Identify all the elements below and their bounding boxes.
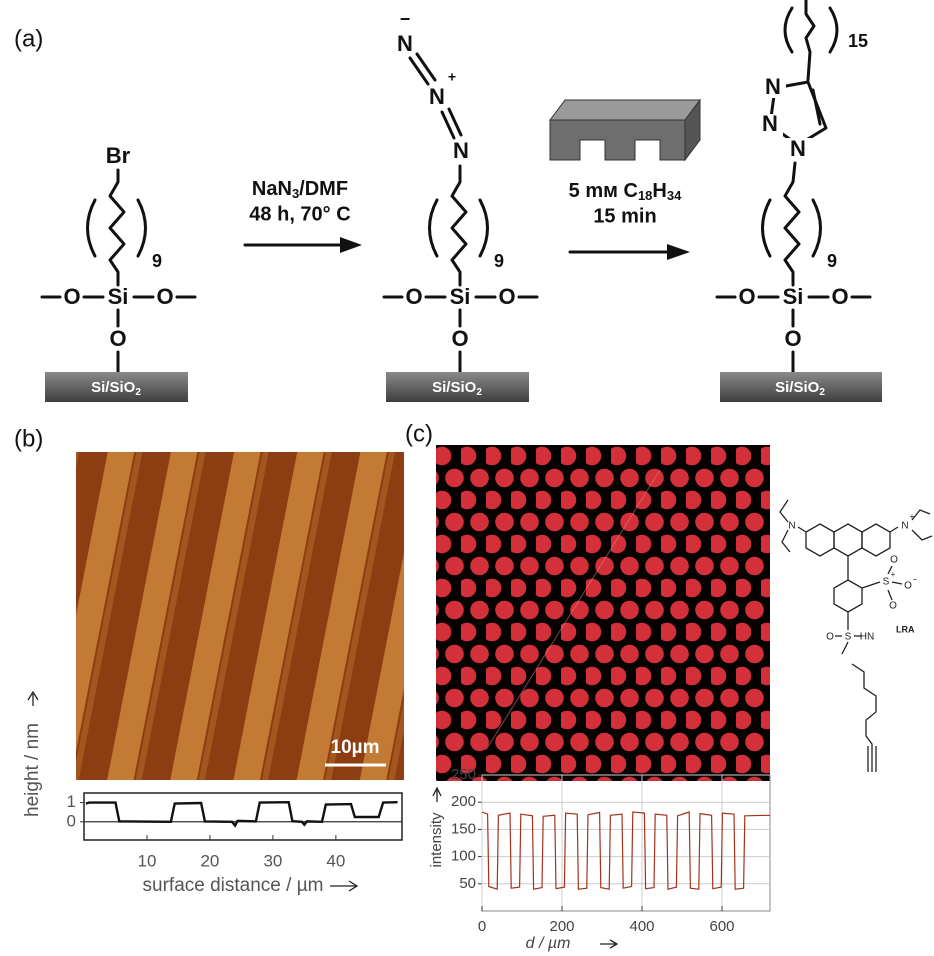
- atom: N: [397, 31, 413, 56]
- atom: O: [109, 326, 126, 351]
- figure: (a) (b) (c) Br 9 O Si O O Si/SiO2 NaN3/D…: [0, 0, 934, 956]
- x-tick-label: 600: [709, 918, 734, 935]
- dye-label: LRA: [896, 624, 915, 634]
- conditions: 48 h, 70° C: [249, 203, 350, 225]
- y-tick-label: 50: [459, 875, 476, 892]
- y-tick-label: 150: [451, 820, 476, 837]
- y-tick-label: 1: [67, 792, 76, 811]
- axis-arrow: [433, 788, 441, 802]
- charge: −: [400, 9, 411, 29]
- reagent: 5 mм C18H34: [569, 180, 682, 203]
- atom: HN: [860, 632, 874, 643]
- atom: Si: [783, 284, 804, 309]
- conditions: 15 min: [593, 205, 656, 227]
- molecule-2: N − N + N 9 O Si O O Si/SiO2: [384, 9, 537, 402]
- plot-frame: [482, 775, 770, 911]
- charge: +: [910, 512, 915, 521]
- axis-arrow: [600, 940, 617, 948]
- atom: O: [738, 284, 755, 309]
- y-axis-label: intensity: [428, 812, 445, 868]
- x-tick-label: 30: [263, 851, 282, 870]
- y-tick-label: 200: [451, 793, 476, 810]
- panel-label: (c): [405, 420, 433, 447]
- substrate-label: Si/SiO2: [91, 379, 141, 398]
- atom: O: [831, 284, 848, 309]
- afm-image: [76, 452, 404, 780]
- atom: N: [790, 136, 806, 161]
- fluorescence-image: [436, 445, 770, 781]
- atom: O: [156, 284, 173, 309]
- repeat-index: 9: [827, 251, 837, 271]
- x-tick-label: 0: [478, 918, 486, 935]
- panel-label: (b): [14, 425, 43, 452]
- intensity-profile: intensity d / µm 50 100 150 200 250 0 200 400 60…: [428, 766, 770, 952]
- repeat-index: 9: [152, 251, 162, 271]
- panel-label: (a): [14, 25, 43, 52]
- charge: +: [448, 69, 456, 85]
- y-tick-label: 250: [451, 766, 476, 783]
- x-axis-label: d / µm: [526, 935, 571, 952]
- atom: Br: [106, 143, 131, 168]
- data-line: [482, 812, 770, 889]
- x-tick-label: 40: [326, 851, 345, 870]
- atom: S: [845, 632, 852, 643]
- dye-structure: N N + S + O O − O S O HN LRA: [780, 500, 932, 772]
- x-tick-label: 200: [549, 918, 574, 935]
- charge: +: [891, 570, 896, 579]
- atom: O: [890, 555, 898, 566]
- atom: N: [765, 74, 781, 99]
- atom: O: [451, 326, 468, 351]
- atom: N: [788, 521, 795, 532]
- molecule-3: 15 N N N 9 O Si O O Si/SiO2: [717, 0, 882, 402]
- x-tick-label: 10: [138, 851, 157, 870]
- atom: N: [762, 111, 778, 136]
- atom: O: [826, 632, 834, 643]
- substrate-label: Si/SiO2: [775, 379, 825, 398]
- y-tick-label: 100: [451, 848, 476, 865]
- atom: O: [784, 326, 801, 351]
- y-axis-label: height / nm: [22, 723, 43, 817]
- axis-arrow: [28, 692, 38, 706]
- atom: N: [453, 138, 469, 163]
- reagent: NaN3/DMF: [252, 178, 348, 201]
- atom: O: [405, 284, 422, 309]
- atom: O: [889, 601, 897, 612]
- y-tick-label: 0: [67, 811, 76, 830]
- atom: O: [904, 581, 912, 592]
- repeat-index: 9: [494, 251, 504, 271]
- x-axis-label: surface distance / µm: [143, 875, 324, 896]
- atom: Si: [108, 284, 129, 309]
- atom: N: [901, 521, 908, 532]
- molecule-1: Br 9 O Si O O Si/SiO2: [42, 143, 195, 402]
- x-tick-label: 400: [629, 918, 654, 935]
- x-tick-label: 20: [200, 851, 219, 870]
- atom: Si: [450, 284, 471, 309]
- atom: N: [429, 84, 445, 109]
- repeat-index: 15: [848, 31, 868, 51]
- reaction-step-1: NaN3/DMF 48 h, 70° C: [245, 178, 362, 253]
- substrate-label: Si/SiO2: [432, 379, 482, 398]
- reaction-step-2: 5 mм C18H34 15 min: [550, 100, 700, 260]
- atom: O: [63, 284, 80, 309]
- scale-bar-label: 10µm: [331, 737, 380, 758]
- atom: O: [498, 284, 515, 309]
- axis-arrow: [330, 881, 357, 891]
- atom: S: [883, 577, 890, 588]
- charge: −: [913, 575, 918, 584]
